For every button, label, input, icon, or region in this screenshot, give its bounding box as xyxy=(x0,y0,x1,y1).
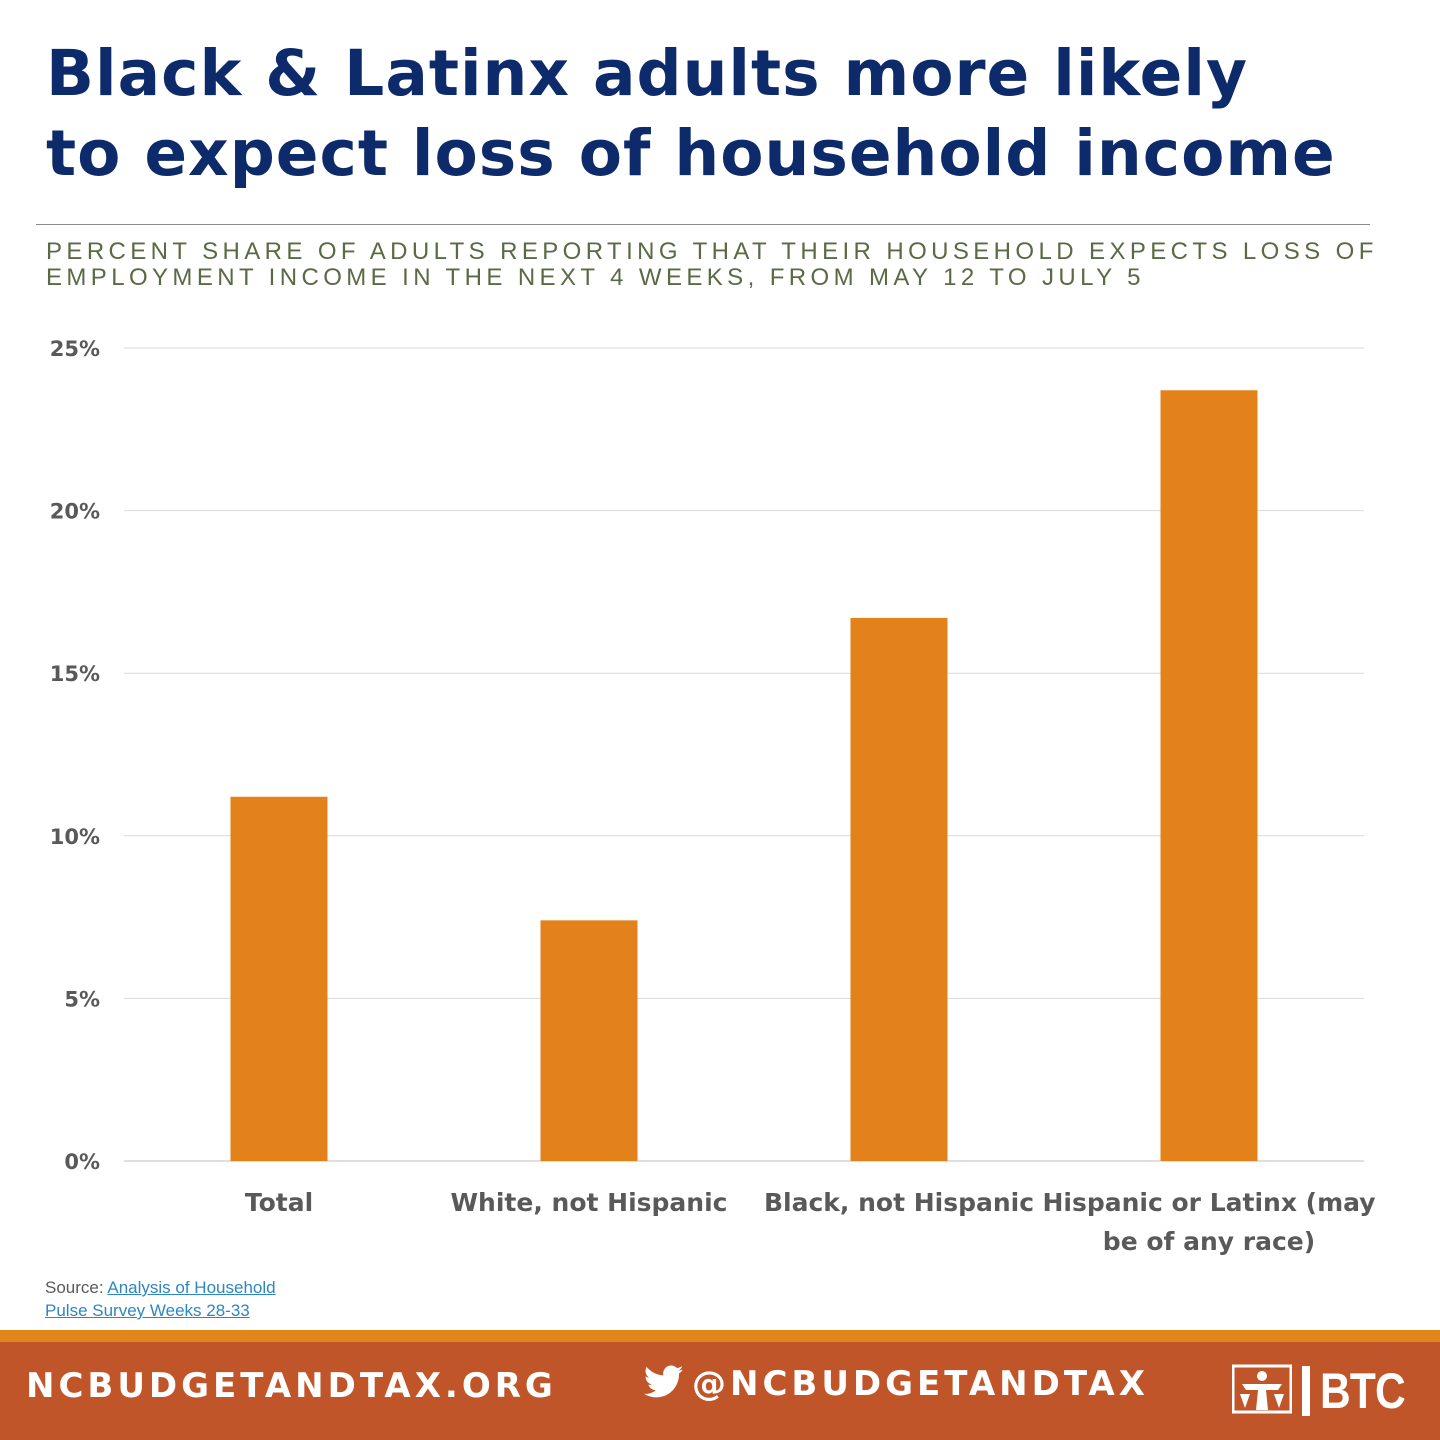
bar xyxy=(540,920,638,1161)
twitter-bird-icon xyxy=(643,1365,684,1404)
bar xyxy=(230,796,328,1161)
logo-text: BTC xyxy=(1320,1363,1406,1419)
source-prefix: Source: xyxy=(45,1278,108,1297)
title-line-1: Black & Latinx adults more likely xyxy=(46,37,1249,110)
x-axis-categories: Total White, not Hispanic Black, not Hispa… xyxy=(245,1188,1376,1256)
x-category-label: White, not Hispanic xyxy=(450,1188,727,1217)
y-tick-label: 0% xyxy=(64,1150,100,1174)
logo-divider xyxy=(1302,1366,1310,1416)
y-tick-label: 5% xyxy=(64,987,100,1011)
subtitle-line-1: PERCENT SHARE OF ADULTS REPORTING THAT T… xyxy=(46,238,1378,265)
x-category-label: Total xyxy=(245,1188,313,1217)
chart-title: Black & Latinx adults more likely to exp… xyxy=(46,34,1426,194)
footer-stripe xyxy=(0,1330,1440,1342)
footer-website-link[interactable]: NCBUDGETANDTAX.ORG xyxy=(26,1366,557,1406)
source-note: Source: Analysis of Household Pulse Surve… xyxy=(45,1276,276,1322)
y-axis-ticks: 0% 5% 10% 15% 20% 25% xyxy=(50,337,100,1174)
gridlines xyxy=(124,347,1364,1162)
y-tick-label: 20% xyxy=(50,500,100,524)
y-tick-label: 10% xyxy=(50,825,100,849)
chart-subtitle: PERCENT SHARE OF ADULTS REPORTING THAT T… xyxy=(46,239,1416,291)
source-link[interactable]: Analysis of Household Pulse Survey Weeks … xyxy=(45,1278,276,1320)
x-category-label: Hispanic or Latinx (may be of any race) xyxy=(1042,1188,1375,1256)
footer-twitter[interactable]: @NCBUDGETANDTAX xyxy=(643,1364,1149,1404)
title-line-2: to expect loss of household income xyxy=(46,117,1336,190)
y-tick-label: 25% xyxy=(50,337,100,361)
subtitle-line-2: EMPLOYMENT INCOME IN THE NEXT 4 WEEKS, F… xyxy=(46,264,1145,291)
x-category-label: Black, not Hispanic xyxy=(764,1188,1034,1217)
y-tick-label: 15% xyxy=(50,662,100,686)
bars xyxy=(230,390,1258,1161)
bar xyxy=(850,617,948,1161)
bar xyxy=(1160,390,1258,1161)
source-link-line-1: Analysis of Household xyxy=(107,1278,276,1297)
footer-band: NCBUDGETANDTAX.ORG @NCBUDGETANDTAX BTC xyxy=(0,1342,1440,1440)
title-divider xyxy=(36,224,1370,225)
bar-chart: 0% 5% 10% 15% 20% 25% Total White, not Hispani… xyxy=(50,337,1376,1256)
btc-logo: BTC xyxy=(1231,1362,1420,1420)
source-link-line-2: Pulse Survey Weeks 28-33 xyxy=(45,1301,250,1320)
btc-emblem-icon xyxy=(1231,1364,1293,1419)
footer-handle: @NCBUDGETANDTAX xyxy=(692,1364,1149,1404)
